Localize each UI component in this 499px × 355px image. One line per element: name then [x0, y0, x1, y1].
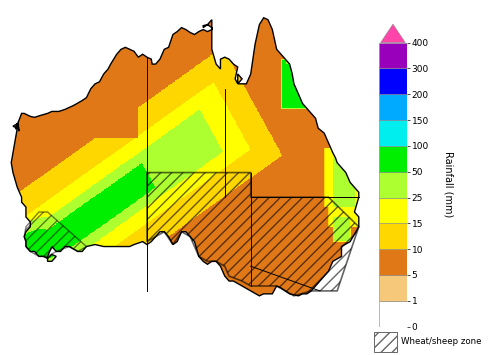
- Polygon shape: [381, 24, 405, 43]
- Bar: [379, 43, 407, 69]
- Bar: [379, 94, 407, 120]
- Bar: [379, 301, 407, 327]
- Bar: [379, 146, 407, 172]
- Y-axis label: Rainfall (mm): Rainfall (mm): [444, 152, 454, 218]
- Bar: [379, 223, 407, 249]
- Bar: [379, 69, 407, 94]
- Bar: [374, 332, 397, 352]
- Bar: [379, 249, 407, 275]
- Bar: [379, 172, 407, 197]
- Text: Wheat/sheep zone: Wheat/sheep zone: [401, 337, 482, 346]
- Bar: [379, 120, 407, 146]
- Bar: [379, 275, 407, 301]
- Bar: [379, 197, 407, 223]
